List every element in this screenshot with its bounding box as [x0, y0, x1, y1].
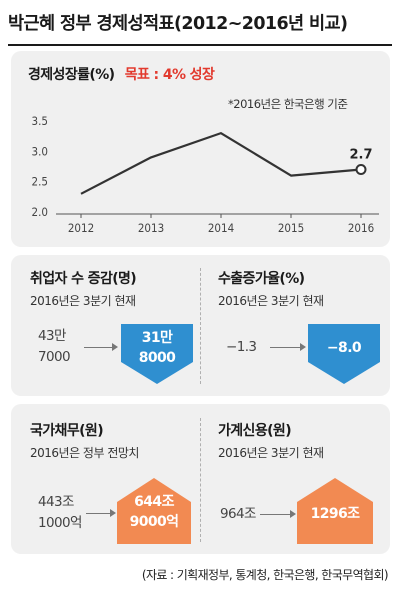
growth-target: 목표 : 4% 성장: [124, 67, 215, 83]
national-debt-after: 644조 9000억: [117, 492, 191, 532]
arrow-up-icon: [117, 478, 191, 544]
x-tick-label: 2015: [278, 221, 304, 235]
household-credit-connector-tip: [290, 510, 296, 518]
growth-label: 경제성장률(%): [28, 67, 115, 83]
arrow-down-icon: [308, 324, 380, 384]
y-tick-label: 2.0: [32, 205, 48, 219]
national-debt-before-line1: 443조: [38, 494, 74, 510]
national-debt-before-line2: 1000억: [38, 515, 82, 531]
employment-before-line2: 7000: [38, 349, 71, 365]
y-tick-label: 3.5: [32, 114, 48, 128]
household-credit-after: 1296조: [310, 506, 360, 522]
employment-connector-tip: [112, 343, 118, 351]
arrow-down-icon: [121, 324, 193, 384]
national-debt-connector-tip: [110, 509, 116, 517]
exports-connector-tip: [300, 343, 306, 351]
employment-after: 31만 8000: [121, 328, 193, 368]
x-tick-label: 2012: [68, 221, 94, 235]
employment-before-line1: 43만: [38, 328, 66, 344]
national-debt-label: 국가채무(원): [30, 423, 104, 439]
divider-top: [200, 268, 201, 384]
y-tick-label: 3.0: [32, 144, 48, 158]
arrow-up-icon: [297, 478, 373, 544]
employment-connector: [84, 347, 114, 348]
household-credit-connector: [260, 514, 292, 515]
household-credit-before: 964조: [220, 506, 256, 522]
growth-point: [355, 164, 367, 176]
x-tick-label: 2013: [138, 221, 164, 235]
national-debt-note: 2016년은 정부 전망치: [30, 446, 139, 460]
growth-note: *2016년은 한국은행 기준: [228, 97, 348, 111]
growth-header: 경제성장률(%) 목표 : 4% 성장: [28, 64, 215, 84]
title-rule: [8, 44, 392, 46]
national-debt-connector: [86, 513, 112, 514]
household-credit-note: 2016년은 3분기 현재: [218, 446, 324, 460]
employment-after-line2: 8000: [138, 350, 176, 366]
page-title: 박근혜 정부 경제성적표(2012~2016년 비교): [8, 14, 348, 34]
source-note: (자료 : 기획재정부, 통계청, 한국은행, 한국무역협회): [141, 568, 389, 582]
exports-connector: [270, 347, 302, 348]
household-credit-label: 가계신용(원): [218, 423, 292, 439]
y-tick-label: 2.5: [32, 175, 48, 189]
exports-label: 수출증가율(%): [218, 271, 305, 287]
exports-after: −8.0: [326, 340, 362, 356]
employment-note: 2016년은 3분기 현재: [30, 294, 136, 308]
national-debt-before: 443조 1000억: [38, 492, 82, 534]
growth-series-line: [80, 132, 362, 195]
employment-before: 43만 7000: [38, 326, 71, 368]
exports-before: −1.3: [226, 339, 257, 355]
growth-data-label: 2.7: [349, 148, 372, 163]
divider-bottom: [200, 418, 201, 542]
national-debt-after-line2: 9000억: [129, 514, 179, 530]
x-tick-label: 2014: [208, 221, 234, 235]
chart-axes: 2.0 2.5 3.0 3.5 2012 2013 2014 2015 2016: [32, 114, 379, 235]
exports-note: 2016년은 3분기 현재: [218, 294, 324, 308]
employment-label: 취업자 수 증감(명): [30, 271, 137, 287]
growth-line-chart: 2.0 2.5 3.0 3.5 2012 2013 2014 2015 2016 2.7: [32, 114, 379, 235]
x-tick-label: 2016: [348, 221, 374, 235]
chart-marks: 2.7: [80, 132, 373, 195]
national-debt-after-line1: 644조: [134, 494, 174, 510]
employment-after-line1: 31만: [141, 330, 173, 346]
